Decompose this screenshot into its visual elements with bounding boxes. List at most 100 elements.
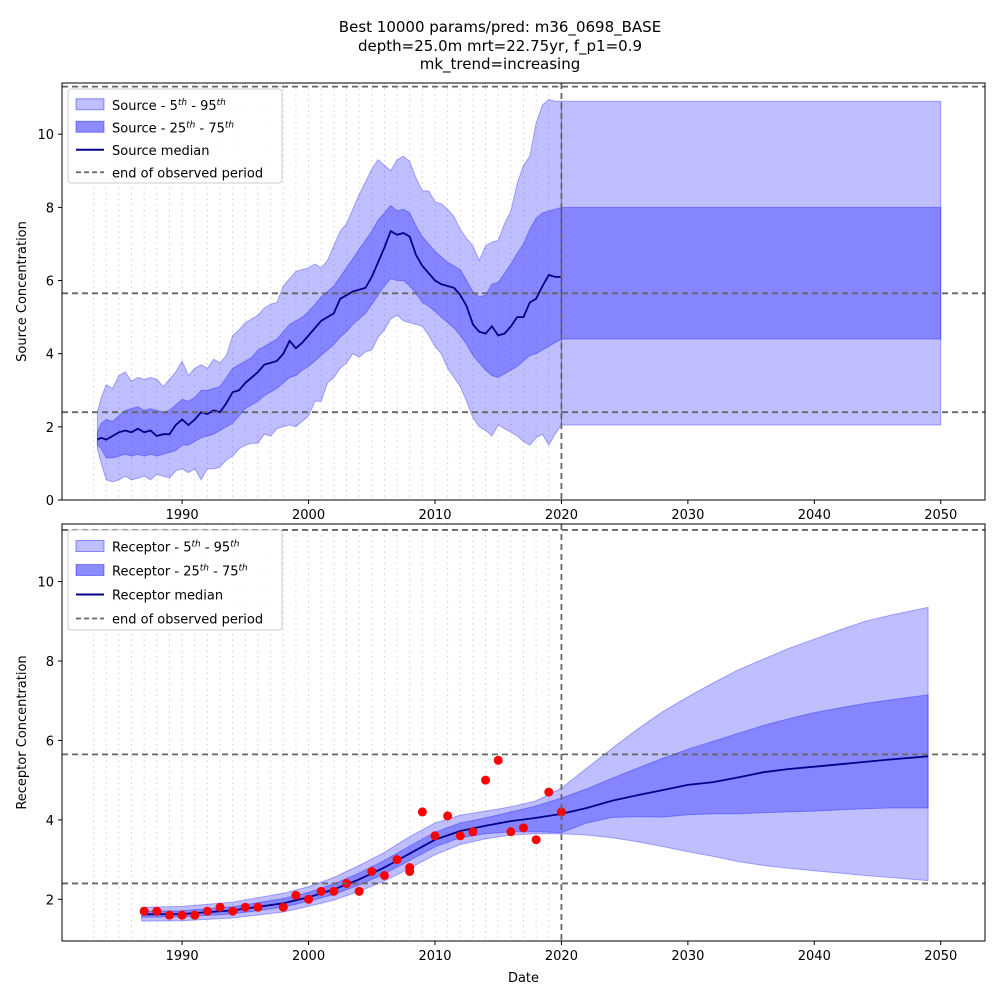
receptor-panel: 1990 2000 2010 2020 2030 2040 2050 2 4 6 8 10 Recept… [15, 523, 986, 986]
source-ytick-label: 2 [46, 421, 54, 436]
source-ylabel: Source Concentration [15, 221, 30, 362]
source-xtick-label: 1990 [166, 508, 199, 523]
source-legend-sup: th [186, 120, 196, 130]
receptor-legend-label-main: Receptor median [112, 589, 223, 604]
source-median-line [97, 229, 562, 441]
source-legend-label: Source - 25th - 75th [112, 120, 234, 136]
receptor-legend-label-main: Receptor - 25 [112, 565, 200, 580]
source-xtick-label: 2000 [292, 508, 325, 523]
observation-point [329, 886, 339, 896]
source-xtick-label: 2020 [545, 508, 578, 523]
source-ytick-label: 0 [46, 494, 54, 509]
source-ytick-label: 6 [46, 275, 54, 290]
receptor-xtick-label: 2020 [545, 949, 578, 964]
source-axes-frame [61, 82, 986, 501]
source-legend-sup: th [178, 98, 188, 108]
observation-point [354, 886, 364, 896]
receptor-xtick-label: 2010 [418, 949, 451, 964]
source-band-25-75 [96, 204, 562, 459]
observation-point [316, 886, 326, 896]
observation-point [379, 870, 389, 880]
source-legend-label: Source - 5th - 95th [112, 98, 226, 114]
observation-point [544, 787, 554, 797]
receptor-ylabel: Receptor Concentration [15, 655, 30, 809]
source-panel: 1990 2000 2010 2020 2030 2040 2050 0 2 4 6 8 10 Sourc… [15, 82, 986, 523]
source-legend-label-main: end of observed period [112, 166, 263, 181]
receptor-legend-label-main: Receptor - 5 [112, 541, 191, 556]
receptor-ytick-label: 8 [46, 655, 54, 670]
receptor-ytick-label: 10 [37, 576, 54, 591]
receptor-xlabel: Date [508, 971, 539, 986]
observation-point [481, 775, 491, 785]
source-legend-label: end of observed period [112, 166, 263, 181]
observation-point [493, 755, 503, 765]
source-legend-box [67, 88, 283, 184]
observation-point [506, 827, 516, 837]
observation-point [455, 831, 465, 841]
receptor-ytick-label: 6 [46, 734, 54, 749]
observation-point [228, 906, 238, 916]
receptor-legend-label-mid: - 95 [201, 541, 231, 556]
source-legend-label-main: Source - 25 [112, 121, 186, 136]
receptor-legend-label: Receptor - 25th - 75th [112, 564, 248, 580]
observation-point [202, 906, 212, 916]
receptor-band-5-95 [141, 606, 929, 922]
observation-point [392, 855, 402, 865]
source-legend-label-mid: - 75 [195, 121, 225, 136]
source-forecast-band-25-75 [560, 206, 942, 340]
observation-point [240, 902, 250, 912]
receptor-xtick-label: 2050 [924, 949, 957, 964]
receptor-legend-sup: th [238, 564, 248, 574]
title-line-1: Best 10000 params/pred: m36_0698_BASE [339, 18, 661, 37]
observation-point [417, 807, 427, 817]
observation-point [253, 902, 263, 912]
source-ytick-label: 10 [37, 128, 54, 143]
observation-point [430, 831, 440, 841]
receptor-xtick-label: 2000 [292, 949, 325, 964]
source-xtick-label: 2030 [671, 508, 704, 523]
observation-point [291, 890, 301, 900]
source-legend-label: Source median [112, 144, 210, 159]
receptor-ytick-label: 2 [46, 893, 54, 908]
receptor-band-25-75 [141, 694, 929, 918]
source-ytick-label: 4 [46, 348, 54, 363]
observation-point [304, 894, 314, 904]
receptor-legend-sup: th [191, 540, 201, 550]
source-legend-sup: th [217, 98, 227, 108]
observation-point [278, 902, 288, 912]
source-legend-swatch [75, 120, 105, 133]
receptor-legend-sup: th [200, 564, 210, 574]
source-forecast-band-5-95 [560, 100, 942, 426]
receptor-legend-box [67, 529, 283, 631]
observation-point [443, 811, 453, 821]
source-legend-swatch [75, 98, 105, 111]
receptor-legend-label: Receptor median [112, 589, 223, 604]
receptor-xtick-label: 2040 [798, 949, 831, 964]
title-line-3: mk_trend=increasing [420, 55, 581, 74]
source-xtick-label: 2050 [924, 508, 957, 523]
observation-point [468, 827, 478, 837]
receptor-legend-label: end of observed period [112, 613, 263, 628]
observation-point [556, 807, 566, 817]
receptor-legend-label: Receptor - 5th - 95th [112, 540, 240, 556]
receptor-legend-label-main: end of observed period [112, 613, 263, 628]
title-line-2: depth=25.0m mrt=22.75yr, f_p1=0.9 [358, 37, 642, 56]
source-xtick-label: 2010 [418, 508, 451, 523]
source-legend-label-main: Source median [112, 144, 210, 159]
source-legend-label-mid: - 95 [187, 99, 217, 114]
observation-point [152, 906, 162, 916]
observation-point [190, 910, 200, 920]
observation-point [177, 910, 187, 920]
observation-point [164, 910, 174, 920]
receptor-legend-swatch [75, 564, 105, 576]
observation-point [531, 835, 541, 845]
observation-point [405, 863, 415, 873]
source-plot-area [62, 83, 985, 500]
chart-title: Best 10000 params/pred: m36_0698_BASE de… [339, 18, 661, 74]
observation-point [519, 823, 528, 833]
source-xtick-label: 2040 [798, 508, 831, 523]
observation-point [215, 902, 225, 912]
